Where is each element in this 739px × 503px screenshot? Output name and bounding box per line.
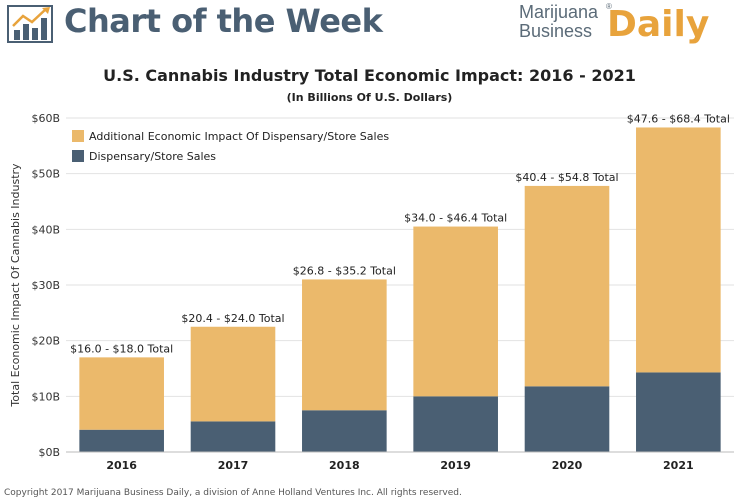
bar-dispensary [636,372,721,452]
data-label: $20.4 - $24.0 Total [181,312,284,325]
bar-additional [302,279,387,411]
legend-label: Dispensary/Store Sales [89,150,216,163]
y-axis-label: Total Economic Impact Of Cannabis Indust… [9,163,22,408]
legend-swatch [72,150,84,162]
legend-label: Additional Economic Impact Of Dispensary… [89,130,389,143]
copyright-footer: Copyright 2017 Marijuana Business Daily,… [4,488,462,498]
y-tick-label: $20B [31,335,60,348]
y-tick-label: $40B [31,223,60,236]
legend-swatch [72,130,84,142]
data-label: $34.0 - $46.4 Total [404,212,507,225]
brand-line2: Business [519,21,593,41]
bar-dispensary [190,421,276,452]
y-tick-label: $30B [31,279,60,292]
data-label: $47.6 - $68.4 Total [627,112,730,125]
y-tick-label: $0B [38,446,60,459]
bar-additional [79,357,164,430]
brand-registered-mark: ® [606,2,612,11]
x-tick-label: 2019 [440,459,471,472]
bar-dispensary [413,396,498,452]
data-label: $26.8 - $35.2 Total [293,264,396,277]
data-label: $40.4 - $54.8 Total [515,171,618,184]
bar-additional [524,185,610,387]
x-tick-label: 2018 [329,459,360,472]
bar-chart-trend-icon [7,5,53,43]
bar-dispensary [79,429,164,452]
bar-additional [413,226,498,397]
y-tick-label: $10B [31,390,60,403]
chart-subtitle: (In Billions Of U.S. Dollars) [286,91,453,104]
bar-dispensary [302,410,387,452]
header: Chart of the Week Marijuana Business ® D… [0,0,739,50]
bar-dispensary [524,386,610,452]
x-tick-label: 2017 [218,459,249,472]
x-tick-label: 2016 [106,459,137,472]
brand-daily: Daily [607,4,710,45]
brand-logo: Marijuana Business ® Daily [519,2,729,47]
x-tick-label: 2021 [663,459,694,472]
x-tick-label: 2020 [552,459,583,472]
y-tick-label: $60B [31,112,60,125]
y-tick-label: $50B [31,168,60,181]
brand-line1: Marijuana [519,2,599,22]
chart-title: U.S. Cannabis Industry Total Economic Im… [103,66,636,85]
bar-additional [636,127,721,373]
data-label: $16.0 - $18.0 Total [70,342,173,355]
bar-additional [190,326,276,422]
page-title: Chart of the Week [64,2,383,40]
